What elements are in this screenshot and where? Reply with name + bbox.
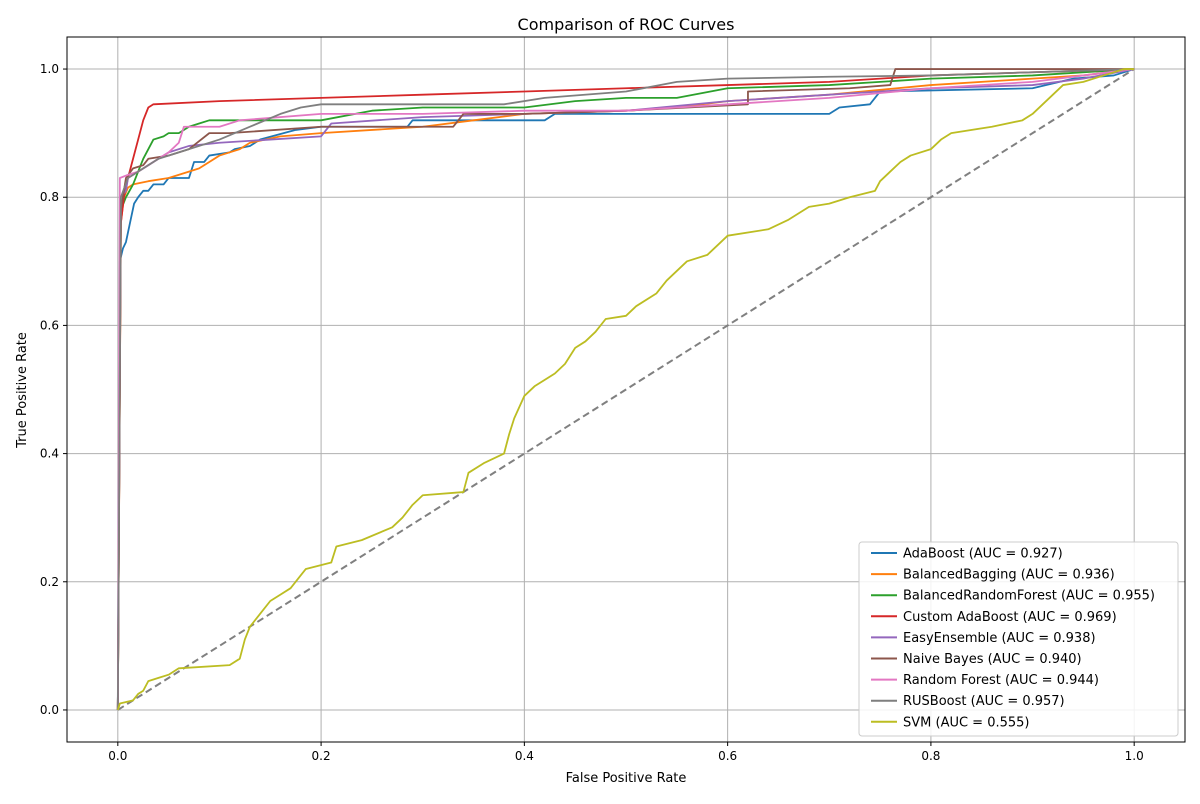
legend: AdaBoost (AUC = 0.927) BalancedBagging (A… bbox=[858, 541, 1179, 737]
legend-entry-1: BalancedBagging (AUC = 0.936) bbox=[903, 568, 1115, 583]
series-line-5 bbox=[116, 68, 1135, 710]
x-tick-label: 0.0 bbox=[108, 749, 127, 763]
series-line-7 bbox=[116, 68, 1135, 710]
legend-entry-0: AdaBoost (AUC = 0.927) bbox=[903, 547, 1063, 562]
y-tick-label: 0.2 bbox=[40, 575, 59, 589]
legend-entry-5: Naive Bayes (AUC = 0.940) bbox=[903, 652, 1082, 667]
y-tick-label: 0.8 bbox=[40, 190, 59, 204]
ticks-layer: 0.0 0.2 0.4 0.6 0.8 1.0 0.0 0.2 0.4 0.6 0.8 1.0 bbox=[40, 62, 1144, 763]
legend-box bbox=[858, 541, 1179, 737]
series-line-0 bbox=[116, 68, 1135, 710]
legend-entry-8: SVM (AUC = 0.555) bbox=[903, 715, 1030, 730]
chance-reference-line bbox=[117, 68, 1135, 711]
series-layer bbox=[116, 68, 1135, 711]
y-tick-label: 0.6 bbox=[40, 318, 59, 332]
legend-entry-2: BalancedRandomForest (AUC = 0.955) bbox=[903, 589, 1155, 604]
legend-entry-4: EasyEnsemble (AUC = 0.938) bbox=[903, 631, 1096, 646]
y-tick-label: 1.0 bbox=[40, 62, 59, 76]
legend-entry-7: RUSBoost (AUC = 0.957) bbox=[903, 694, 1065, 709]
x-tick-label: 1.0 bbox=[1125, 749, 1144, 763]
grid-layer bbox=[67, 37, 1185, 742]
x-tick-label: 0.2 bbox=[312, 749, 331, 763]
x-tick-label: 0.8 bbox=[921, 749, 940, 763]
series-line-8 bbox=[116, 68, 1135, 711]
y-tick-label: 0.4 bbox=[40, 447, 59, 461]
y-tick-label: 0.0 bbox=[40, 703, 59, 717]
y-axis-label: True Positive Rate bbox=[15, 332, 30, 449]
chart-title: Comparison of ROC Curves bbox=[518, 15, 735, 34]
x-tick-label: 0.4 bbox=[515, 749, 534, 763]
legend-entry-6: Random Forest (AUC = 0.944) bbox=[903, 673, 1099, 688]
x-tick-label: 0.6 bbox=[718, 749, 737, 763]
plot-frame bbox=[66, 36, 1186, 743]
x-axis-label: False Positive Rate bbox=[566, 771, 687, 786]
series-line-2 bbox=[116, 68, 1135, 710]
legend-entry-3: Custom AdaBoost (AUC = 0.969) bbox=[903, 610, 1117, 625]
